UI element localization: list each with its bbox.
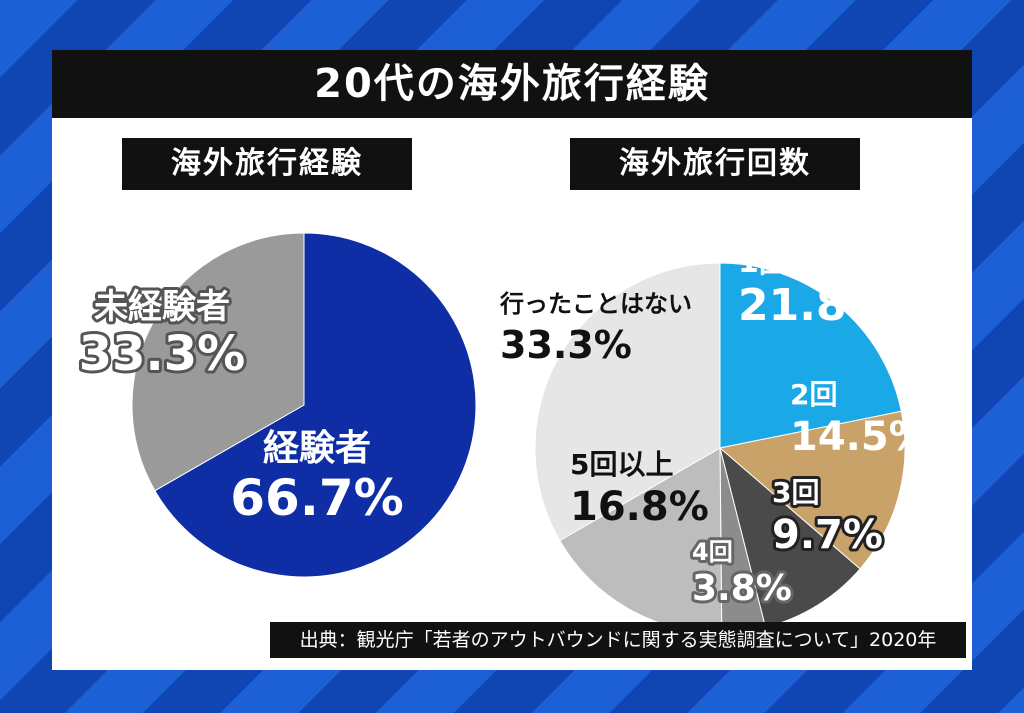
slice-label-1-2: 未経験者 (94, 287, 230, 327)
slice-label-2-3: 3回 (772, 476, 819, 509)
slice-value-2-2: 14.5% (790, 414, 929, 460)
slice-label-2-6: 行ったことはない (499, 290, 692, 318)
slice-label-2-4: 4回 (692, 538, 733, 566)
right-chart-title: 海外旅行回数 (570, 138, 860, 190)
chart-panel: 20代の海外旅行経験 海外旅行経験 海外旅行回数 経験者 66.7% 未経験者 33.… (52, 50, 972, 670)
slice-value-2-3: 9.7% (772, 512, 883, 558)
slice-value-1-1: 66.7% (230, 469, 403, 527)
left-chart-title: 海外旅行経験 (122, 138, 412, 190)
slice-value-2-6: 33.3% (500, 323, 632, 367)
slice-label-2-1: 1回 (738, 245, 789, 280)
source-caption: 出典：観光庁「若者のアウトバウンドに関する実態調査について」2020年 (270, 622, 966, 658)
pie-charts: 経験者66.7%未経験者33.3%1回21.8%2回14.5%3回9.7%4回3… (76, 232, 929, 634)
pie-slice-2-2 (718, 410, 906, 570)
slice-value-2-4: 3.8% (692, 568, 792, 609)
slice-label-1-1: 経験者 (263, 428, 371, 469)
pie-slice-2-1 (719, 262, 902, 449)
slice-value-2-5: 16.8% (570, 484, 709, 530)
pie-slice-1-2 (131, 232, 305, 492)
pie-slice-1-1 (154, 232, 477, 578)
slice-value-2-1: 21.8% (738, 280, 891, 331)
slice-label-2-5: 5回以上 (570, 448, 673, 481)
slice-label-2-2: 2回 (790, 378, 837, 411)
main-title: 20代の海外旅行経験 (52, 50, 972, 118)
slice-value-1-2: 33.3% (79, 326, 246, 382)
pie-slice-2-6 (534, 262, 721, 542)
